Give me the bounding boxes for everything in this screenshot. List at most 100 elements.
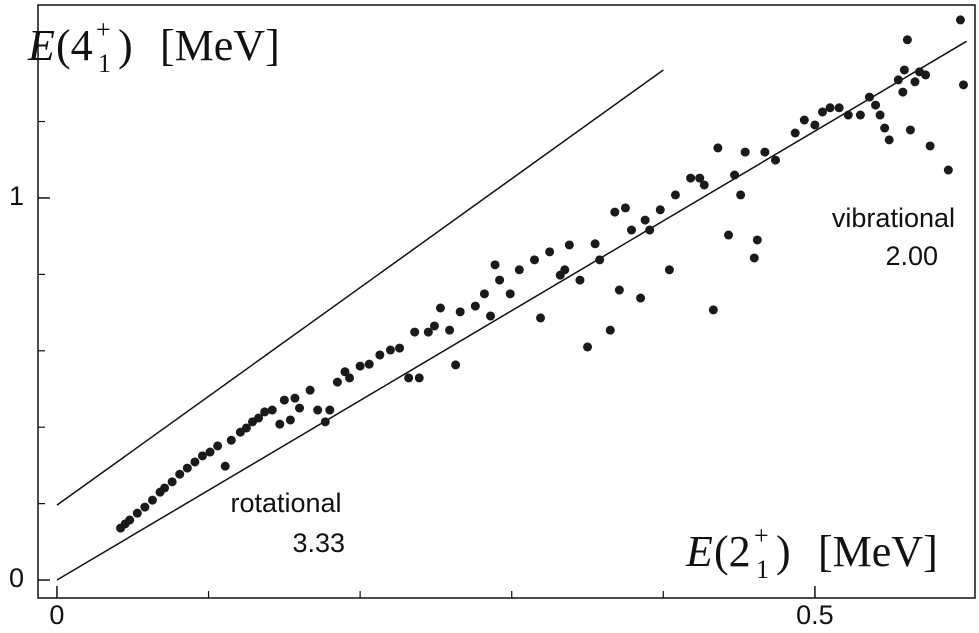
data-point bbox=[902, 35, 912, 45]
data-point bbox=[843, 110, 853, 120]
data-point bbox=[279, 395, 289, 405]
axis-label-symbol: E bbox=[685, 527, 713, 576]
y-tick-label: 0 bbox=[9, 563, 24, 593]
data-point bbox=[364, 359, 374, 369]
data-point bbox=[899, 65, 909, 75]
data-point bbox=[495, 275, 505, 285]
data-point bbox=[220, 461, 230, 471]
data-point bbox=[614, 285, 624, 295]
data-point bbox=[760, 147, 770, 157]
data-point bbox=[486, 311, 496, 321]
data-point bbox=[125, 515, 135, 525]
annotation: 2.00 bbox=[885, 241, 938, 271]
axis-label-sup: + bbox=[754, 521, 769, 550]
data-point bbox=[332, 377, 342, 387]
annotation: rotational bbox=[230, 488, 341, 518]
axis-label-open: (2 bbox=[714, 527, 751, 576]
x-tick-label: 0 bbox=[49, 600, 64, 630]
data-point bbox=[655, 205, 665, 215]
data-point bbox=[355, 361, 365, 371]
annotation: vibrational bbox=[832, 203, 955, 233]
data-point bbox=[817, 107, 827, 117]
data-point bbox=[375, 350, 385, 360]
data-point bbox=[226, 435, 236, 445]
data-point bbox=[893, 75, 903, 85]
data-point bbox=[395, 343, 405, 353]
data-point bbox=[167, 477, 177, 487]
data-point bbox=[414, 373, 424, 383]
data-point bbox=[575, 275, 585, 285]
data-point bbox=[695, 173, 705, 183]
data-point bbox=[514, 265, 524, 275]
data-point bbox=[470, 301, 480, 311]
data-point bbox=[320, 417, 330, 427]
data-point bbox=[595, 255, 605, 265]
data-point bbox=[160, 483, 170, 493]
data-point bbox=[834, 103, 844, 113]
data-point bbox=[213, 441, 223, 451]
data-point bbox=[505, 289, 515, 299]
data-point bbox=[564, 240, 574, 250]
reference-line bbox=[56, 69, 664, 506]
reference-line bbox=[56, 40, 967, 581]
data-point bbox=[275, 419, 285, 429]
data-point bbox=[423, 327, 433, 337]
axis-label-unit: [MeV] bbox=[818, 527, 938, 576]
axis-label-close: ) bbox=[118, 21, 133, 70]
data-point bbox=[560, 265, 570, 275]
data-point bbox=[545, 247, 555, 257]
data-point bbox=[810, 120, 820, 130]
data-point bbox=[140, 502, 150, 512]
axis-label-close: ) bbox=[776, 527, 791, 576]
data-point bbox=[790, 128, 800, 138]
data-point bbox=[490, 260, 500, 270]
data-point bbox=[626, 225, 636, 235]
data-point bbox=[752, 235, 762, 245]
data-point bbox=[640, 215, 650, 225]
data-point bbox=[285, 415, 295, 425]
data-point bbox=[875, 110, 885, 120]
data-point bbox=[410, 327, 420, 337]
data-point bbox=[645, 225, 655, 235]
data-point bbox=[670, 190, 680, 200]
data-point bbox=[884, 135, 894, 145]
data-point bbox=[345, 373, 355, 383]
data-point bbox=[404, 373, 414, 383]
data-point bbox=[910, 77, 920, 87]
data-point bbox=[730, 170, 740, 180]
axis-label-unit: [MeV] bbox=[160, 21, 280, 70]
data-point bbox=[925, 141, 935, 151]
data-point bbox=[455, 307, 465, 317]
data-point bbox=[175, 469, 185, 479]
data-point bbox=[254, 413, 264, 423]
axis-label-open: (4 bbox=[56, 21, 93, 70]
data-point bbox=[305, 385, 315, 395]
data-point bbox=[197, 451, 207, 461]
data-point bbox=[241, 423, 251, 433]
annotation: 3.33 bbox=[292, 528, 345, 558]
data-point bbox=[610, 207, 620, 217]
data-point bbox=[799, 115, 809, 125]
data-point bbox=[583, 342, 593, 352]
data-point bbox=[182, 463, 192, 473]
axis-label-sub: 1 bbox=[98, 49, 111, 78]
y-tick-label: 1 bbox=[9, 181, 24, 211]
data-point bbox=[536, 313, 546, 323]
data-point bbox=[260, 407, 270, 417]
data-point bbox=[880, 123, 890, 133]
data-point bbox=[699, 180, 709, 190]
data-point bbox=[313, 405, 323, 415]
data-point bbox=[740, 147, 750, 157]
data-point bbox=[898, 87, 908, 97]
data-point bbox=[871, 100, 881, 110]
data-point bbox=[825, 103, 835, 113]
data-point bbox=[724, 230, 734, 240]
data-point bbox=[190, 457, 200, 467]
data-point bbox=[605, 325, 615, 335]
data-point bbox=[529, 255, 539, 265]
data-point bbox=[147, 495, 157, 505]
data-point bbox=[205, 447, 215, 457]
data-point bbox=[686, 173, 696, 183]
data-point bbox=[290, 393, 300, 403]
